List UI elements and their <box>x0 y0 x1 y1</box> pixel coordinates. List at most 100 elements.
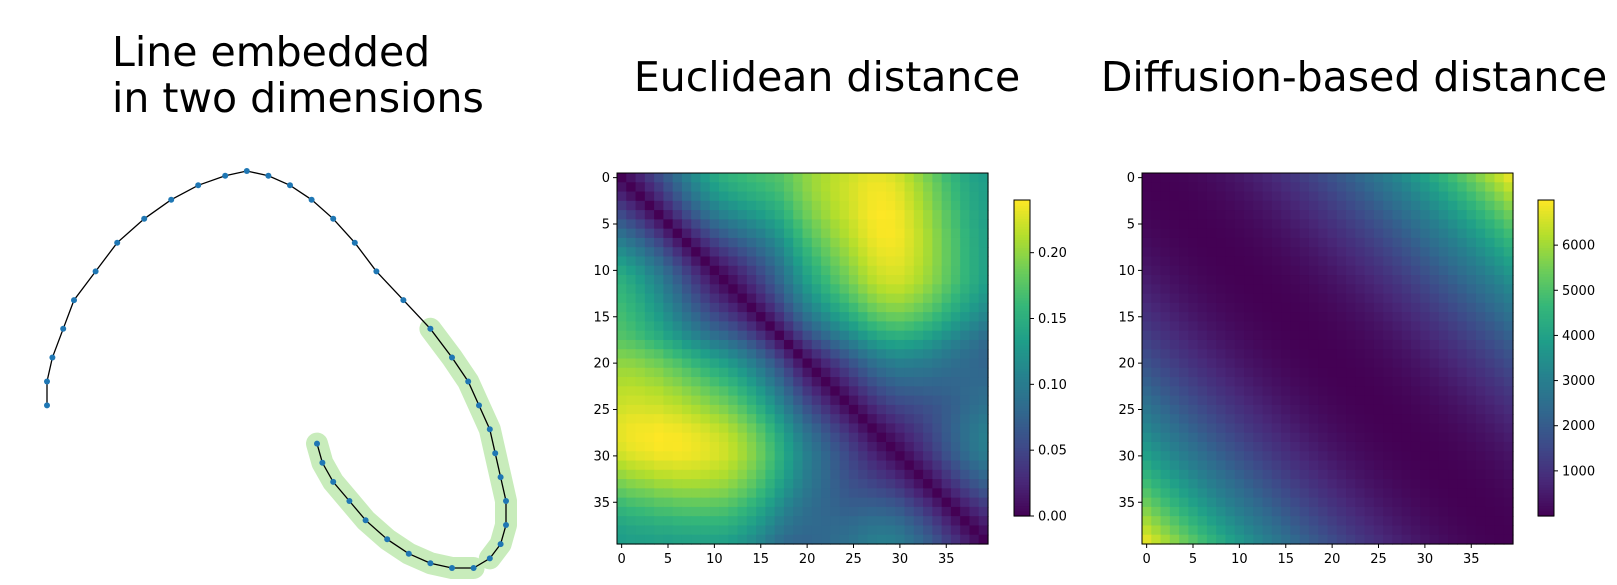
heatmap-cell <box>960 451 971 462</box>
heatmap-cell <box>1299 284 1310 295</box>
heatmap-cell <box>1151 200 1162 211</box>
heatmap-cell <box>904 525 915 536</box>
heatmap-cell <box>1475 293 1486 304</box>
heatmap-cell <box>1401 312 1412 323</box>
colorbar-segment <box>1014 234 1030 238</box>
colorbar-segment <box>1014 484 1030 488</box>
heatmap-cell <box>1429 488 1440 499</box>
heatmap-cell <box>635 451 646 462</box>
colorbar-segment <box>1014 408 1030 412</box>
heatmap-cell <box>1290 451 1301 462</box>
colorbar-segment <box>1538 302 1554 306</box>
heatmap-cell <box>876 321 887 332</box>
heatmap-cell <box>1336 321 1347 332</box>
heatmap-cell <box>1485 497 1496 508</box>
heatmap-cell <box>1169 534 1180 545</box>
colorbar-segment <box>1538 476 1554 480</box>
heatmap-cell <box>867 228 878 239</box>
heatmap-cell <box>923 469 933 480</box>
heatmap-cell <box>802 256 813 267</box>
heatmap-cell <box>617 525 627 536</box>
heatmap-cell <box>793 219 804 230</box>
heatmap-cell <box>1151 349 1162 360</box>
heatmap-cell <box>737 173 748 183</box>
heatmap-cell <box>1197 488 1208 499</box>
heatmap-cell <box>830 395 841 406</box>
heatmap-cell <box>1466 460 1477 471</box>
heatmap-cell <box>709 173 720 183</box>
heatmap-cell <box>1438 330 1449 341</box>
heatmap-cell <box>793 441 804 452</box>
heatmap-cell <box>1494 441 1505 452</box>
heatmap-cell <box>793 349 804 360</box>
heatmap-cell <box>1429 191 1440 202</box>
heatmap-cell <box>867 321 878 332</box>
x-tick-label: 25 <box>1370 552 1387 567</box>
colorbar-segment <box>1014 373 1030 378</box>
heatmap-cell <box>672 460 683 471</box>
heatmap-cell <box>1142 488 1152 499</box>
heatmap-cell <box>802 191 813 202</box>
plot-frame <box>1141 172 1514 545</box>
colorbar-segment <box>1538 358 1554 362</box>
heatmap-cell <box>1466 256 1477 267</box>
heatmap-cell <box>1336 247 1347 258</box>
heatmap-cell <box>1383 516 1394 527</box>
heatmap-cell <box>644 497 655 508</box>
heatmap-cell <box>1485 395 1496 406</box>
heatmap-cell <box>654 367 664 378</box>
heatmap-cell <box>719 395 729 406</box>
heatmap-cell <box>635 330 646 341</box>
heatmap-cell <box>821 460 831 471</box>
heatmap-cell <box>950 302 961 313</box>
heatmap-cell <box>913 423 924 434</box>
colorbar-segment <box>1014 300 1030 304</box>
heatmap-cell <box>1503 284 1514 295</box>
heatmap-cell <box>969 469 980 480</box>
heatmap-cell <box>941 275 952 285</box>
heatmap-cell <box>839 228 850 239</box>
colorbar-segment <box>1014 257 1030 262</box>
point-14 <box>308 196 315 203</box>
colorbar-segment <box>1014 500 1030 504</box>
heatmap-cell <box>913 237 924 248</box>
heatmap-cell <box>1216 339 1227 350</box>
heatmap-cell <box>1253 228 1264 239</box>
heatmap-cell <box>635 516 646 527</box>
heatmap-cell <box>765 265 776 276</box>
heatmap-cell <box>1355 265 1366 276</box>
heatmap-cell <box>867 441 878 452</box>
heatmap-cell <box>1373 377 1384 387</box>
heatmap-cell <box>913 525 924 536</box>
heatmap-cell <box>681 312 692 323</box>
heatmap-cell <box>765 423 776 434</box>
heatmap-cell <box>1336 441 1347 452</box>
heatmap-cell <box>1142 237 1152 248</box>
heatmap-cell <box>830 404 841 415</box>
heatmap-cell <box>1466 497 1477 508</box>
heatmap-cell <box>1169 182 1180 193</box>
heatmap-cell <box>858 330 869 341</box>
heatmap-cell <box>1401 386 1412 397</box>
heatmap-cell <box>1429 479 1440 489</box>
heatmap-cell <box>1383 460 1394 471</box>
heatmap-cell <box>1420 173 1431 183</box>
heatmap-cell <box>1420 386 1431 397</box>
heatmap-cell <box>1485 321 1496 332</box>
colorbar-segment <box>1014 350 1030 354</box>
heatmap-cell <box>1485 525 1496 536</box>
heatmap-cell <box>1318 414 1329 425</box>
colorbar-segment <box>1538 513 1554 517</box>
heatmap-cell <box>885 182 896 193</box>
heatmap-cell <box>1355 525 1366 536</box>
heatmap-cell <box>1420 516 1431 527</box>
heatmap-cell <box>802 284 813 295</box>
heatmap-cell <box>913 377 924 387</box>
heatmap-cell <box>756 488 767 499</box>
heatmap-cell <box>802 479 813 489</box>
heatmap-cell <box>1234 312 1245 323</box>
heatmap-cell <box>858 460 869 471</box>
heatmap-cell <box>1216 321 1227 332</box>
heatmap-cell <box>1151 358 1162 369</box>
heatmap-cell <box>1429 432 1440 443</box>
